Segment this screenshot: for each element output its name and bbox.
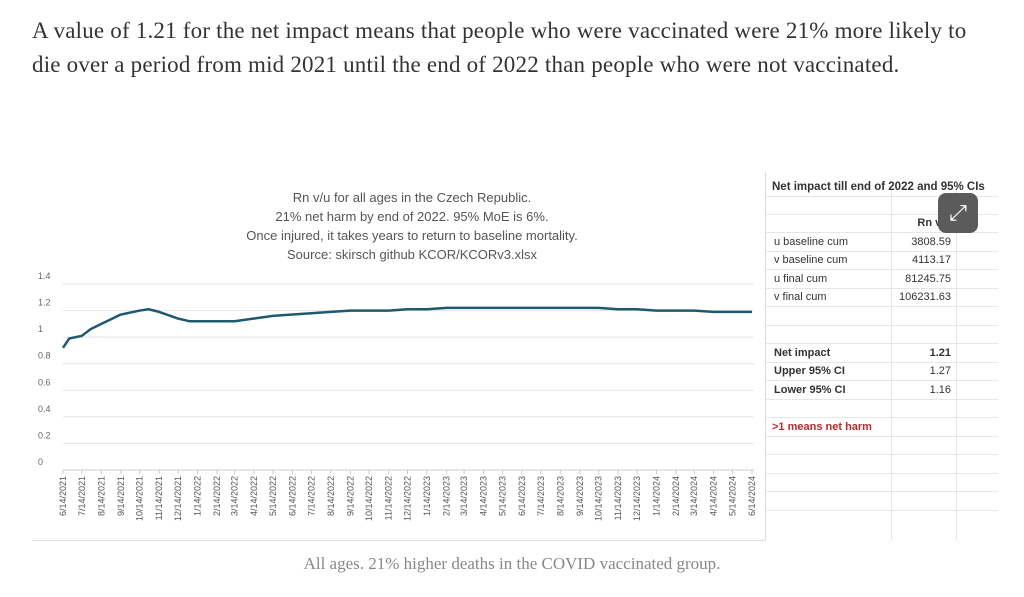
x-tick-label: 4/14/2022	[249, 476, 259, 516]
x-tick-label: 10/14/2022	[364, 476, 374, 521]
row-label: Net impact	[774, 347, 831, 359]
chart-title: Rn v/u for all ages in the Czech Republi…	[112, 188, 712, 264]
x-tick-label: 2/14/2024	[671, 476, 681, 516]
x-tick-label: 6/14/2023	[517, 476, 527, 516]
article-paragraph: A value of 1.21 for the net impact means…	[32, 18, 967, 77]
x-tick-label: 8/14/2021	[96, 476, 106, 516]
y-tick-label: 0.4	[38, 404, 51, 414]
x-tick-label: 9/14/2022	[345, 476, 355, 516]
chart-title-line: Source: skirsch github KCOR/KCORv3.xlsx	[287, 247, 537, 262]
table-row: Net impact 1.21	[766, 344, 998, 363]
x-tick-label: 1/14/2023	[422, 476, 432, 516]
x-tick-label: 2/14/2022	[212, 476, 222, 516]
y-tick-label: 0.8	[38, 351, 51, 361]
y-tick-label: 1.4	[38, 271, 51, 281]
series-line	[61, 306, 752, 349]
row-value: 1.16	[929, 384, 951, 396]
x-tick-label: 8/14/2022	[326, 476, 336, 516]
x-tick-label: 11/14/2022	[384, 476, 394, 520]
x-tick-label: 6/14/2022	[287, 476, 297, 516]
x-tick-label: 11/14/2021	[154, 476, 164, 520]
expand-arrows-icon[interactable]: ⤢	[938, 193, 978, 233]
x-tick-label: 5/14/2023	[497, 476, 507, 516]
table-title: Net impact till end of 2022 and 95% CIs	[772, 181, 985, 193]
table-row: u final cum 81245.75	[766, 270, 998, 289]
x-tick-label: 7/14/2023	[536, 476, 546, 516]
y-tick-label: 0	[38, 457, 43, 467]
x-tick-label: 1/14/2022	[193, 476, 203, 516]
x-tick-label: 12/14/2023	[632, 476, 642, 521]
y-tick-label: 1.2	[38, 298, 51, 308]
column-divider	[956, 190, 957, 540]
x-tick-label: 5/14/2024	[728, 476, 738, 516]
x-tick-label: 3/14/2024	[689, 476, 699, 516]
y-tick-label: 0.2	[38, 430, 51, 440]
row-label: v baseline cum	[774, 254, 848, 266]
x-tick-label: 3/14/2023	[459, 476, 469, 516]
row-label: Lower 95% CI	[774, 384, 846, 396]
y-tick-label: 1	[38, 324, 43, 334]
x-tick-label: 11/14/2023	[613, 476, 623, 520]
row-label: u baseline cum	[774, 236, 848, 248]
net-harm-note: >1 means net harm	[772, 421, 872, 433]
x-tick-label: 7/14/2022	[306, 476, 316, 516]
line-chart: 0 0.2 0.4 0.6 0.8 1 1.2 1.4 6/14/2021 7/14/2021 8/…	[38, 271, 757, 521]
row-value: 4113.17	[912, 254, 951, 266]
table-row: Upper 95% CI 1.27	[766, 362, 998, 381]
row-value: 1.21	[929, 347, 951, 359]
x-tick-label: 9/14/2021	[116, 476, 126, 516]
x-tick-label: 10/14/2023	[594, 476, 604, 521]
x-tick-label: 7/14/2021	[77, 476, 87, 516]
table-row: v baseline cum 4113.17	[766, 251, 998, 270]
row-label: Upper 95% CI	[774, 365, 845, 377]
x-tick-label: 1/14/2024	[651, 476, 661, 516]
x-tick-label: 4/14/2024	[709, 476, 719, 516]
table-row: v final cum 106231.63	[766, 288, 998, 307]
x-tick-label: 10/14/2021	[135, 476, 145, 521]
table-row: u baseline cum 3808.59	[766, 233, 998, 252]
row-value: 106231.63	[899, 291, 951, 303]
x-tick-label: 4/14/2023	[479, 476, 489, 516]
table-row: Lower 95% CI 1.16	[766, 381, 998, 400]
y-tick-label: 0.6	[38, 377, 51, 387]
chart-title-line: Once injured, it takes years to return t…	[246, 228, 578, 243]
x-tick-label: 5/14/2022	[268, 476, 278, 516]
x-tick-label: 8/14/2023	[555, 476, 565, 516]
row-value: 1.27	[929, 365, 951, 377]
results-table: Net impact till end of 2022 and 95% CIs …	[765, 172, 998, 540]
chart-title-line: Rn v/u for all ages in the Czech Republi…	[292, 190, 532, 205]
x-tick-label: 6/14/2024	[747, 476, 757, 516]
figure-caption: All ages. 21% higher deaths in the COVID…	[303, 554, 721, 573]
x-tick-label: 12/14/2022	[403, 476, 413, 521]
x-tick-label: 3/14/2022	[230, 476, 240, 516]
x-tick-label: 6/14/2021	[58, 476, 68, 516]
x-tick-label: 9/14/2023	[575, 476, 585, 516]
row-label: u final cum	[774, 273, 828, 285]
column-divider	[891, 190, 892, 540]
x-tick-label: 12/14/2021	[173, 476, 183, 521]
row-value: 3808.59	[911, 236, 951, 248]
row-value: 81245.75	[905, 273, 951, 285]
row-label: v final cum	[774, 291, 827, 303]
chart-panel: Rn v/u for all ages in the Czech Republi…	[32, 172, 765, 541]
x-tick-label: 2/14/2023	[441, 476, 451, 516]
chart-title-line: 21% net harm by end of 2022. 95% MoE is …	[275, 209, 549, 224]
